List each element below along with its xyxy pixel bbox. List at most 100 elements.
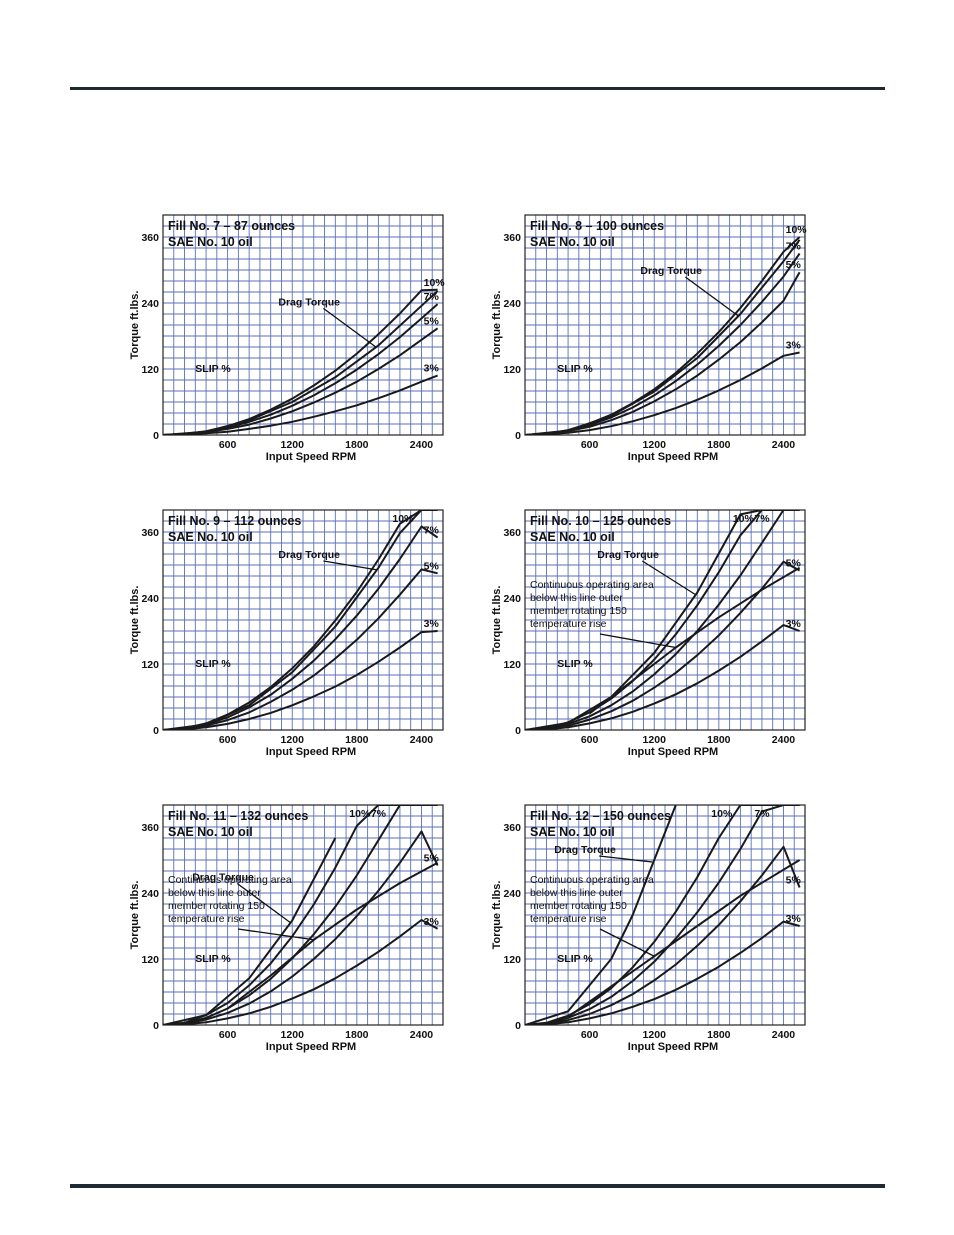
y-tick-label: 360 [141,527,159,539]
curves [525,510,801,730]
x-axis-label: Input Speed RPM [266,1041,356,1053]
curves [163,805,439,1025]
chart-title: Fill No. 11 – 132 ounces [168,809,308,823]
x-tick-label: 1200 [643,439,667,451]
chart-title: Fill No. 9 – 112 ounces [168,514,301,528]
continuous-area-note: member rotating 150 [530,605,627,617]
x-tick-label: 2400 [772,439,796,451]
series-label: 5% [424,853,440,865]
y-tick-label: 0 [153,430,159,442]
y-tick-label: 240 [503,888,521,900]
chart-fill-11: 10% 7% 5% 3% 0 120 240 360 600 1200 1800 2400 Input … [129,800,444,1055]
y-tick-label: 360 [503,822,521,834]
continuous-operating-line [588,566,801,715]
series-line-5pct [525,271,801,435]
series-label: 3% [786,618,802,630]
y-tick-label: 360 [503,527,521,539]
slip-label: SLIP % [195,658,231,670]
drag-torque-label: Drag Torque [192,872,254,884]
slip-label: SLIP % [195,363,231,375]
curves [163,510,439,730]
series-line-7pct [525,805,800,1025]
series-label: 3% [424,618,440,630]
series-label: 5% [786,875,802,887]
curves [163,288,439,435]
y-tick-label: 0 [153,1020,159,1032]
continuous-area-note: temperature rise [168,913,245,925]
series-label: 5% [424,315,440,327]
x-tick-label: 600 [219,439,237,451]
grid [524,509,806,731]
slip-label: SLIP % [557,658,593,670]
y-axis-label: Torque ft.lbs. [129,586,141,655]
x-tick-label: 600 [581,439,599,451]
plot-frame [162,804,444,1026]
plot-frame [524,214,806,436]
series-label: 3% [424,916,440,928]
y-tick-label: 120 [141,659,159,671]
x-tick-label: 1200 [643,734,667,746]
series-label: 10% [711,808,733,820]
y-tick-label: 120 [503,659,521,671]
continuous-area-note: Continuous operating area [530,874,654,886]
chart-subtitle: SAE No. 10 oil [530,235,615,249]
x-tick-label: 2400 [410,439,434,451]
curves [525,805,801,1025]
y-axis-label: Torque ft.lbs. [129,291,141,360]
continuous-area-note: Continuous operating area [530,579,654,591]
chart-subtitle: SAE No. 10 oil [168,825,253,839]
x-tick-label: 1800 [345,1029,369,1041]
x-tick-label: 1800 [345,439,369,451]
series-line-3pct [525,624,800,730]
x-tick-label: 1800 [707,439,731,451]
x-axis-label: Input Speed RPM [266,746,356,758]
x-tick-label: 600 [219,734,237,746]
drag-torque-line [525,510,763,730]
plot-frame [162,509,444,731]
y-tick-label: 240 [141,593,159,605]
continuous-area-note: member rotating 150 [530,900,627,912]
series-label: 10% [733,513,755,525]
series-label: 7% [754,513,770,525]
x-tick-label: 1800 [345,734,369,746]
continuous-area-note: Continuous operating area [168,874,292,886]
series-label: 3% [786,913,802,925]
y-tick-label: 360 [141,232,159,244]
series-label: 10% [392,513,414,525]
series-line-5pct [163,568,438,730]
continuous-area-note: below this line outer [530,592,623,604]
series-label: 10% [786,224,808,236]
y-tick-label: 240 [503,593,521,605]
x-tick-label: 600 [581,734,599,746]
drag-torque-arrow [236,882,291,924]
x-tick-label: 1800 [707,1029,731,1041]
x-tick-label: 1800 [707,734,731,746]
y-axis-label: Torque ft.lbs. [129,881,141,950]
chart-fill-9: 10% 7% 5% 3% 0 120 240 360 600 1200 1800 2400 Input … [129,505,444,760]
chart-fill-12: 10% 7% 5% 3% 0 120 240 360 600 1200 1800 2400 Input … [491,800,806,1055]
page-top-rule [70,87,885,90]
drag-torque-line [163,290,439,435]
series-line-3pct [525,351,800,435]
series-label: 7% [424,291,440,303]
grid [524,804,806,1026]
x-tick-label: 600 [219,1029,237,1041]
y-tick-label: 240 [503,298,521,310]
drag-torque-label: Drag Torque [597,549,659,561]
x-tick-label: 2400 [410,1029,434,1041]
continuous-area-note: member rotating 150 [168,900,265,912]
chart-fill-7: 10% 7% 5% 3% 0 120 240 360 600 1200 1800 2400 Input … [129,210,445,465]
series-line-3pct [525,920,800,1025]
drag-torque-arrow [641,560,696,596]
continuous-area-note: below this line outer [168,887,261,899]
continuous-area-arrow [599,633,676,649]
plot-frame [524,804,806,1026]
y-tick-label: 360 [141,822,159,834]
drag-torque-arrow [323,560,377,571]
drag-torque-label: Drag Torque [278,296,340,308]
